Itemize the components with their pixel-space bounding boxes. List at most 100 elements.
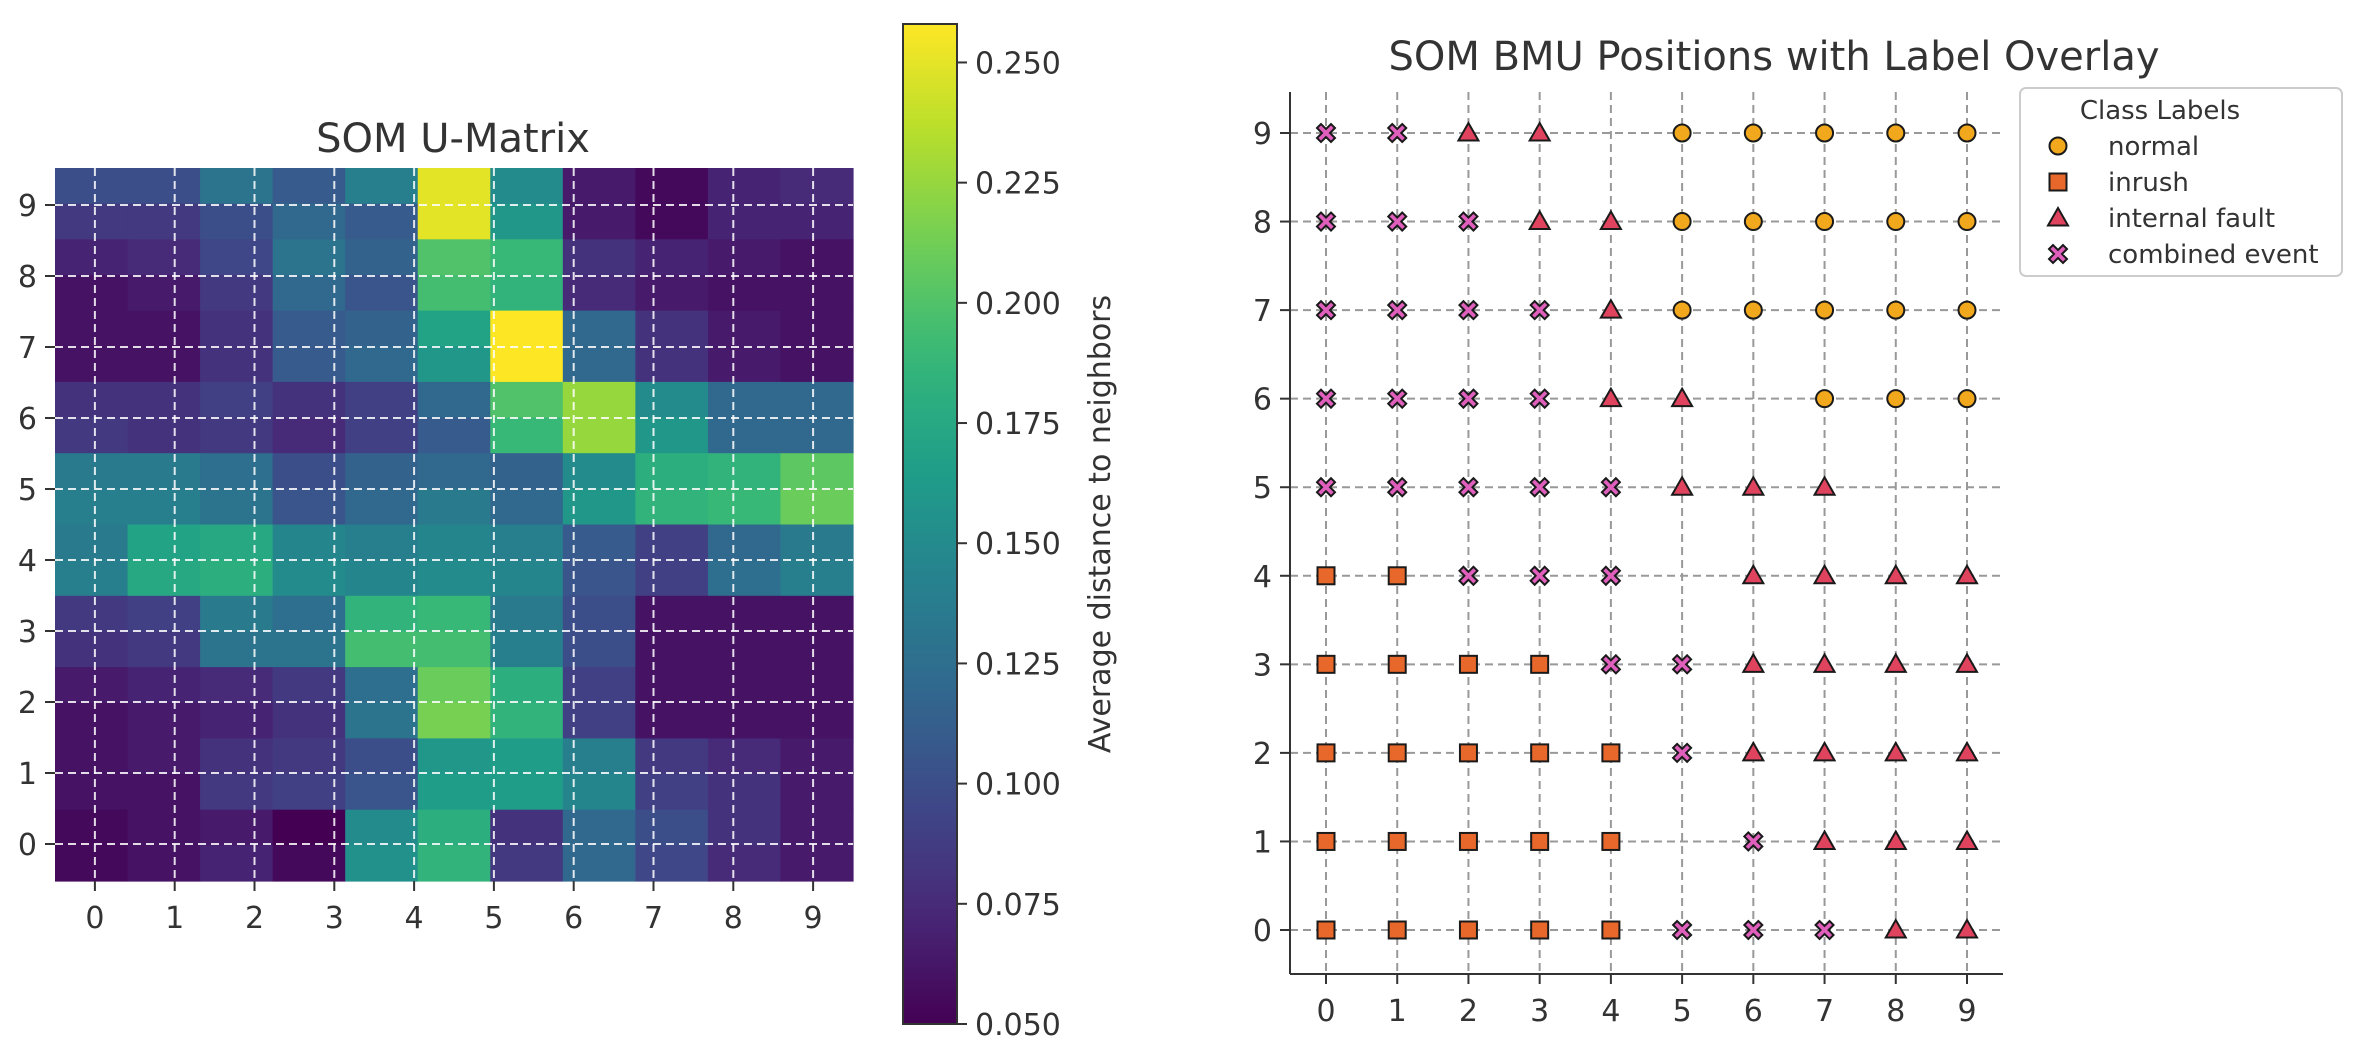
u-matrix-cell <box>780 702 854 739</box>
u-matrix-cell <box>490 488 564 526</box>
u-matrix-cell <box>490 595 564 633</box>
bmu-point-normal <box>1815 212 1835 232</box>
u-matrix-cell <box>417 738 491 775</box>
u-matrix-cell <box>345 738 419 775</box>
bmu-point-normal <box>1815 300 1835 320</box>
u-matrix-cell <box>707 845 782 882</box>
bmu-point-inrush <box>1601 831 1621 851</box>
u-matrix-cell <box>127 203 201 240</box>
u-matrix-cell <box>345 560 419 597</box>
bmu-point-normal <box>1957 123 1977 143</box>
u-matrix-cell <box>562 488 636 526</box>
bmu-point-combined-event <box>1315 388 1337 410</box>
u-matrix-cell <box>635 417 709 454</box>
legend-box <box>2019 87 2343 277</box>
bmu-point-internal-fault <box>1812 563 1837 585</box>
bmu-y-tick-label: 1 <box>1253 825 1272 860</box>
u-matrix-x-tick-label: 7 <box>644 901 663 936</box>
u-matrix-cell <box>417 453 491 490</box>
bmu-point-combined-event <box>1600 476 1622 498</box>
u-matrix-cell <box>417 667 491 704</box>
bmu-point-combined-event <box>1458 299 1479 321</box>
u-matrix-cell <box>707 381 782 419</box>
bmu-point-normal <box>1957 212 1977 232</box>
u-matrix-cell <box>417 702 491 739</box>
bmu-point-combined-event <box>1742 831 1764 852</box>
bmu-x-tick-label: 2 <box>1459 994 1478 1029</box>
u-matrix-cell <box>635 488 709 526</box>
u-matrix-cell <box>562 346 636 383</box>
u-matrix-cell <box>707 809 782 846</box>
bmu-x-tick-label: 3 <box>1530 994 1549 1029</box>
u-matrix-cell <box>345 595 419 633</box>
bmu-point-inrush <box>1530 920 1550 940</box>
bmu-point-combined-event <box>1529 388 1551 410</box>
u-matrix-cell <box>707 774 782 811</box>
u-matrix-cell <box>200 774 274 811</box>
bmu-point-normal <box>1815 389 1835 409</box>
u-matrix-cell <box>127 381 201 419</box>
u-matrix-cell <box>55 595 129 633</box>
legend-marker-normal <box>2048 136 2068 156</box>
bmu-point-combined-event <box>1386 388 1408 410</box>
u-matrix-cell <box>127 453 201 490</box>
bmu-point-inrush <box>1387 831 1407 851</box>
bmu-point-normal <box>1672 300 1692 320</box>
colorbar-tick-label: 0.075 <box>975 888 1061 923</box>
u-matrix-cell <box>635 524 709 561</box>
bmu-point-normal <box>1886 389 1906 409</box>
bmu-point-combined-event <box>1315 299 1337 321</box>
bmu-point-internal-fault <box>1955 740 1979 762</box>
bmu-point-internal-fault <box>1812 652 1837 673</box>
bmu-point-combined-event <box>1671 653 1693 675</box>
u-matrix-cell <box>272 667 346 704</box>
legend-items: normal inrush internal fault combined event <box>2046 132 2319 270</box>
u-matrix-cell <box>490 774 564 811</box>
u-matrix-cell <box>635 702 709 739</box>
u-matrix-cell <box>707 524 782 561</box>
u-matrix-cell <box>490 667 564 704</box>
bmu-point-normal <box>1743 123 1763 143</box>
bmu-point-internal-fault <box>1884 829 1908 850</box>
u-matrix-cell <box>55 809 129 846</box>
u-matrix-cell <box>417 274 491 312</box>
bmu-y-tick-label: 9 <box>1253 117 1272 152</box>
colorbar-frame <box>902 23 958 1025</box>
bmu-point-combined-event <box>1529 565 1551 587</box>
legend-marker-combined-event <box>2047 243 2069 265</box>
u-matrix-cell <box>635 845 709 882</box>
u-matrix-x-tick-label: 2 <box>245 901 264 936</box>
u-matrix-cell <box>490 702 564 739</box>
u-matrix-cell <box>55 381 129 419</box>
u-matrix-cell <box>562 203 636 240</box>
colorbar-tick-label: 0.150 <box>975 527 1061 562</box>
bmu-point-inrush <box>1530 743 1550 763</box>
bmu-gridlines <box>1290 92 2003 974</box>
bmu-y-ticks: 0 1 2 3 4 5 6 7 8 9 <box>1253 117 1290 949</box>
u-matrix-cell <box>55 346 129 383</box>
u-matrix-cell <box>345 453 419 490</box>
bmu-points <box>1315 120 1979 941</box>
legend-label: normal <box>2108 132 2199 162</box>
u-matrix-cell <box>635 560 709 597</box>
u-matrix-y-tick-label: 4 <box>18 544 37 579</box>
u-matrix-cell <box>780 453 854 490</box>
u-matrix-cell <box>635 595 709 633</box>
u-matrix-cell <box>127 560 201 597</box>
u-matrix-cell <box>707 346 782 383</box>
u-matrix-cell <box>490 738 564 775</box>
u-matrix-cell <box>200 809 274 846</box>
bmu-point-normal <box>1957 389 1977 409</box>
bmu-y-tick-label: 5 <box>1253 471 1272 506</box>
u-matrix-cell <box>345 274 419 312</box>
bmu-point-internal-fault <box>1741 740 1766 762</box>
u-matrix-cell <box>490 203 564 240</box>
u-matrix-cell <box>417 809 491 846</box>
u-matrix-cell <box>272 809 346 846</box>
u-matrix-y-tick-label: 5 <box>18 473 37 508</box>
legend-marker-inrush <box>2048 172 2068 192</box>
u-matrix-cell <box>490 560 564 597</box>
u-matrix-cell <box>127 667 201 704</box>
u-matrix-cell <box>417 310 491 347</box>
